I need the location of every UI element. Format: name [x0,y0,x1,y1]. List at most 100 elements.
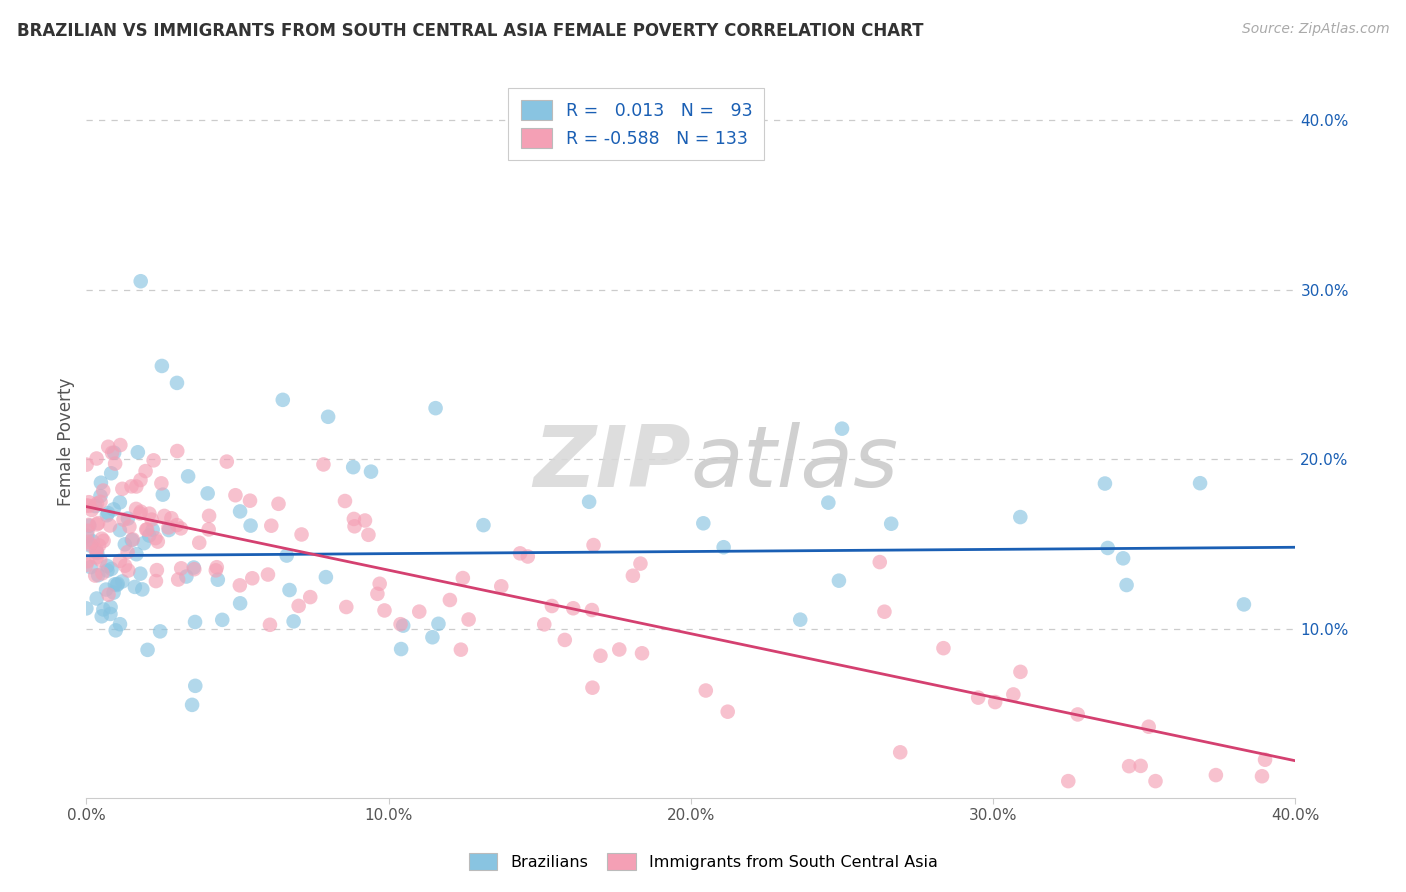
Point [157,523,180,537]
Point [509,546,531,560]
Point [86,517,108,532]
Point [108,554,131,568]
Point [127,445,149,459]
Point [166,444,188,458]
Text: atlas: atlas [690,422,898,505]
Point [1205,768,1227,782]
Point [101,446,124,460]
Point [368,576,391,591]
Point [831,422,853,436]
Point [695,683,717,698]
Point [108,617,131,632]
Point [184,679,207,693]
Point [278,582,301,597]
Point [91,483,114,498]
Point [343,519,366,533]
Point [141,513,163,527]
Point [621,568,644,582]
Point [76,458,98,472]
Point [516,549,538,564]
Point [425,401,447,416]
Point [333,494,356,508]
Point [108,523,131,537]
Legend: R =   0.013   N =   93, R = -0.588   N = 133: R = 0.013 N = 93, R = -0.588 N = 133 [509,88,765,161]
Point [229,578,252,592]
Point [204,563,226,577]
Point [630,557,652,571]
Point [142,453,165,467]
Point [240,571,263,585]
Point [129,566,152,581]
Point [100,607,122,621]
Point [79,518,101,533]
Point [121,533,143,547]
Point [257,567,280,582]
Point [717,705,740,719]
Point [207,573,229,587]
Point [389,642,412,657]
Point [75,601,97,615]
Point [100,562,122,576]
Point [84,499,107,513]
Point [157,520,180,534]
Point [562,601,585,615]
Point [880,516,903,531]
Point [86,543,108,558]
Point [581,681,603,695]
Point [873,605,896,619]
Point [121,479,143,493]
Point [152,488,174,502]
Point [117,564,139,578]
Point [132,536,155,550]
Y-axis label: Female Poverty: Female Poverty [58,378,75,507]
Point [117,511,139,525]
Point [357,528,380,542]
Point [146,563,169,577]
Point [136,523,159,537]
Point [299,590,322,604]
Point [110,438,132,452]
Point [229,504,252,518]
Point [1189,476,1212,491]
Point [472,518,495,533]
Point [86,497,108,511]
Point [1094,476,1116,491]
Point [541,599,564,613]
Point [93,602,115,616]
Point [1144,774,1167,789]
Point [342,460,364,475]
Point [167,573,190,587]
Point [392,618,415,632]
Point [581,603,603,617]
Point [118,519,141,533]
Point [114,558,136,573]
Point [142,523,165,537]
Point [104,577,127,591]
Point [135,523,157,537]
Point [76,524,98,538]
Point [450,642,472,657]
Point [103,446,125,460]
Point [94,582,117,597]
Point [100,467,122,481]
Point [112,513,135,527]
Point [145,531,167,545]
Point [828,574,851,588]
Point [93,533,115,548]
Point [457,613,479,627]
Point [224,488,246,502]
Point [89,489,111,503]
Point [100,600,122,615]
Point [80,503,103,517]
Point [124,580,146,594]
Point [389,617,412,632]
Point [869,555,891,569]
Point [491,579,513,593]
Point [366,587,388,601]
Point [129,274,152,288]
Point [84,544,107,558]
Point [259,617,281,632]
Point [76,529,98,543]
Point [89,538,111,552]
Point [1067,707,1090,722]
